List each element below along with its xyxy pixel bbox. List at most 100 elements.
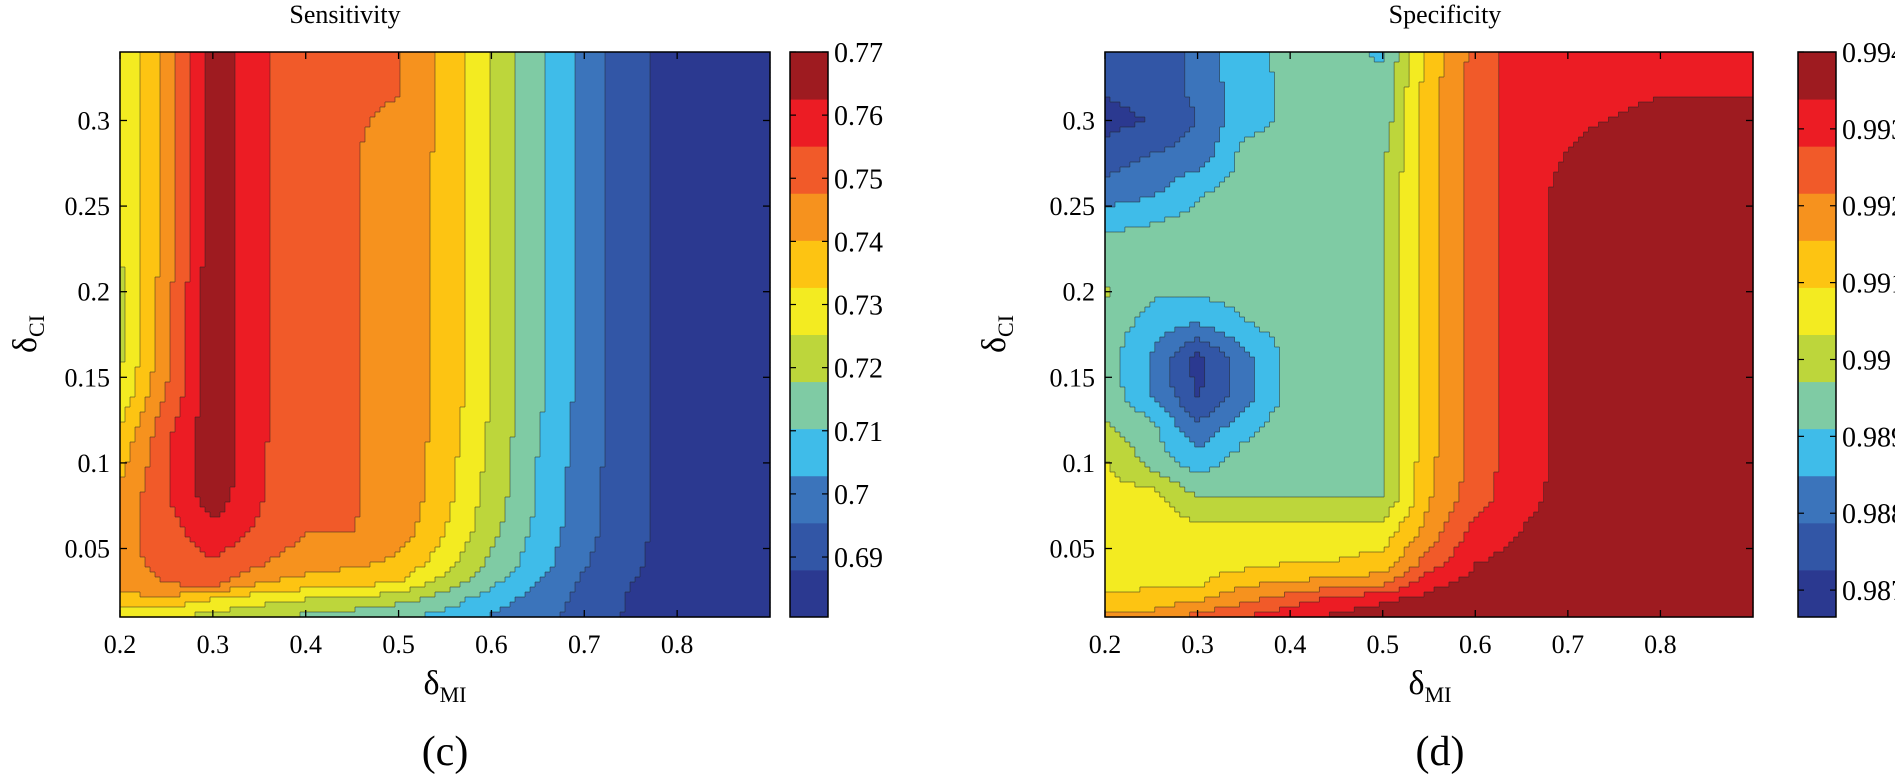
- contour-cell: [490, 222, 516, 228]
- contour-cell: [420, 517, 451, 523]
- contour-cell: [160, 147, 176, 153]
- contour-cell: [190, 162, 206, 168]
- contour-cell: [1169, 372, 1191, 378]
- contour-cell: [1409, 542, 1435, 548]
- y-axis-label: δCI: [976, 315, 1018, 353]
- contour-cell: [360, 277, 431, 283]
- contour-cell: [435, 592, 481, 598]
- contour-cell: [465, 132, 491, 138]
- contour-cell: [190, 537, 241, 543]
- contour-cell: [1424, 57, 1445, 63]
- contour-cell: [650, 507, 771, 513]
- contour-cell: [430, 282, 466, 288]
- contour-cell: [1219, 182, 1385, 188]
- contour-cell: [120, 192, 141, 198]
- contour-cell: [360, 162, 431, 168]
- contour-cell: [1105, 197, 1141, 203]
- contour-cell: [1174, 387, 1196, 393]
- contour-cell: [1438, 412, 1465, 418]
- contour-cell: [515, 567, 551, 573]
- contour-cell: [175, 97, 191, 103]
- contour-cell: [465, 187, 491, 193]
- contour-cell: [515, 147, 546, 153]
- contour-cell: [1105, 572, 1221, 578]
- contour-cell: [525, 537, 561, 543]
- contour-cell: [1154, 397, 1181, 403]
- contour-cell: [235, 242, 271, 248]
- contour-cell: [190, 207, 206, 213]
- contour-cell: [205, 252, 236, 258]
- contour-cell: [235, 87, 271, 93]
- contour-cell: [1419, 262, 1440, 268]
- contour-cell: [1384, 192, 1400, 198]
- contour-cell: [270, 72, 401, 78]
- contour-cell: [120, 407, 126, 413]
- contour-cell: [270, 367, 361, 373]
- contour-cell: [1105, 147, 1166, 153]
- contour-cell: [1189, 367, 1206, 373]
- contour-cell: [1463, 187, 1500, 193]
- contour-cell: [1209, 342, 1241, 348]
- contour-cell: [600, 487, 651, 493]
- contour-cell: [1419, 307, 1440, 313]
- y-tick-label: 0.3: [78, 106, 111, 135]
- contour-cell: [1105, 62, 1186, 68]
- contour-cell: [1384, 232, 1400, 238]
- contour-cell: [360, 142, 436, 148]
- contour-cell: [1498, 307, 1550, 313]
- contour-cell: [605, 382, 651, 388]
- contour-cell: [200, 352, 236, 358]
- contour-cell: [1548, 287, 1754, 293]
- contour-cell: [395, 97, 436, 103]
- contour-cell: [235, 287, 271, 293]
- contour-cell: [195, 422, 236, 428]
- contour-cell: [1105, 357, 1121, 363]
- contour-cell: [1384, 177, 1400, 183]
- contour-cell: [1399, 232, 1420, 238]
- contour-cell: [375, 582, 426, 588]
- contour-cell: [1498, 332, 1550, 338]
- contour-cell: [170, 502, 201, 508]
- contour-cell: [1105, 392, 1126, 398]
- contour-cell: [400, 92, 436, 98]
- contour-cell: [120, 417, 126, 423]
- contour-cell: [1493, 497, 1545, 503]
- contour-cell: [1229, 392, 1256, 398]
- contour-cell: [185, 382, 201, 388]
- contour-cell: [120, 607, 231, 613]
- contour-cell: [1105, 167, 1121, 173]
- contour-cell: [155, 432, 171, 438]
- contour-cell: [160, 172, 176, 178]
- contour-cell: [510, 572, 546, 578]
- contour-cell: [555, 552, 591, 558]
- contour-cell: [140, 287, 156, 293]
- contour-cell: [575, 252, 606, 258]
- contour-cell: [360, 482, 426, 488]
- contour-cell: [605, 422, 651, 428]
- contour-cell: [440, 537, 471, 543]
- contour-cell: [190, 277, 201, 283]
- contour-cell: [515, 217, 546, 223]
- contour-cell: [125, 347, 141, 353]
- contour-cell: [1149, 152, 1216, 158]
- contour-cell: [465, 327, 491, 333]
- contour-cell: [120, 377, 136, 383]
- contour-cell: [425, 582, 461, 588]
- contour-cell: [490, 552, 521, 558]
- contour-cell: [270, 102, 386, 108]
- contour-cell: [235, 167, 271, 173]
- contour-cell: [450, 587, 491, 593]
- contour-cell: [1498, 462, 1550, 468]
- contour-cell: [135, 372, 151, 378]
- contour-cell: [270, 162, 361, 168]
- contour-cell: [160, 412, 181, 418]
- contour-cell: [575, 72, 606, 78]
- contour-cell: [140, 82, 161, 88]
- contour-cell: [465, 357, 491, 363]
- contour-cell: [1438, 197, 1465, 203]
- contour-cell: [575, 57, 606, 63]
- contour-cell: [175, 72, 191, 78]
- contour-cell: [140, 322, 156, 328]
- contour-cell: [545, 172, 576, 178]
- contour-cell: [1419, 457, 1435, 463]
